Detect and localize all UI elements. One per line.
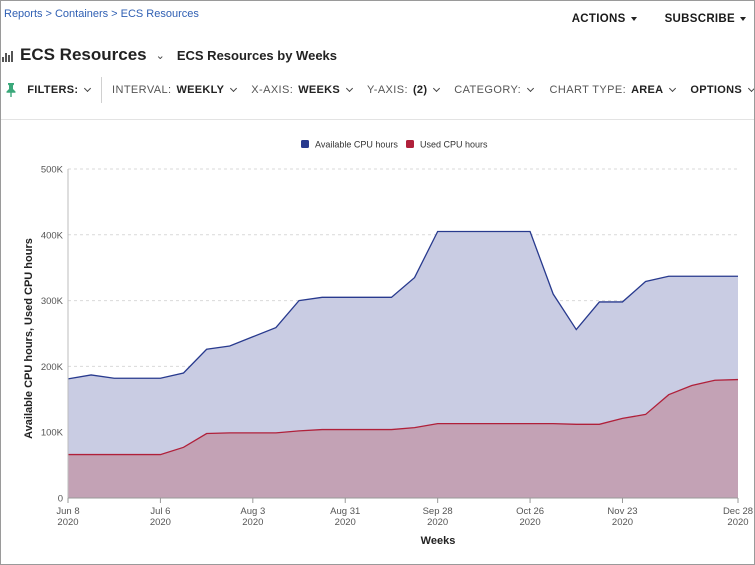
breadcrumb-separator: > (45, 8, 52, 20)
category-dropdown[interactable]: CATEGORY: (454, 84, 535, 96)
actions-label: ACTIONS (571, 13, 626, 25)
breadcrumb-ecs-resources[interactable]: ECS Resources (120, 8, 199, 20)
x-tick-label-year: 2020 (519, 517, 540, 528)
y-tick-label: 200K (41, 362, 64, 373)
chevron-down-icon (527, 84, 535, 93)
series-area-1 (68, 379, 738, 498)
x-tick-label-year: 2020 (57, 517, 78, 528)
x-axis-title: Weeks (421, 535, 456, 547)
legend-swatch-1 (406, 140, 414, 148)
chevron-down-icon (230, 84, 238, 93)
y-axis-label: Y-AXIS: (367, 84, 408, 96)
filter-bar: FILTERS: INTERVAL: WEEKLY X-AXIS: WEEKS … (1, 75, 754, 105)
x-tick-label: Oct 26 (516, 506, 544, 517)
chart-type-value: AREA (631, 84, 664, 96)
breadcrumb-reports[interactable]: Reports (4, 8, 43, 20)
legend-label-0: Available CPU hours (315, 140, 398, 150)
x-tick-label: Nov 23 (607, 506, 637, 517)
divider (100, 77, 102, 103)
x-tick-label-year: 2020 (150, 517, 171, 528)
y-tick-label: 100K (41, 428, 64, 439)
interval-dropdown[interactable]: INTERVAL: WEEKLY (112, 84, 238, 96)
interval-label: INTERVAL: (112, 84, 172, 96)
y-tick-label: 0 (58, 494, 63, 505)
y-axis-dropdown[interactable]: Y-AXIS: (2) (367, 84, 441, 96)
y-axis-title: Available CPU hours, Used CPU hours (23, 238, 35, 439)
chart-type-label: CHART TYPE: (549, 84, 627, 96)
x-tick-label-year: 2020 (427, 517, 448, 528)
x-tick-label-year: 2020 (727, 517, 748, 528)
x-tick-label: Jun 8 (56, 506, 79, 517)
top-actions: ACTIONS SUBSCRIBE (572, 13, 746, 25)
legend-label-1: Used CPU hours (420, 140, 488, 150)
breadcrumb-containers[interactable]: Containers (54, 8, 109, 20)
x-tick-label-year: 2020 (612, 517, 633, 528)
y-tick-label: 500K (41, 165, 64, 176)
section-divider (1, 119, 754, 120)
options-dropdown[interactable]: OPTIONS (690, 84, 754, 96)
chevron-down-icon[interactable]: ⌄ (155, 49, 165, 62)
x-axis-label: X-AXIS: (251, 84, 294, 96)
chevron-down-icon (747, 84, 754, 93)
y-axis-value: (2) (412, 84, 428, 96)
legend-swatch-0 (301, 140, 309, 148)
series-line-1 (68, 378, 739, 456)
page-subtitle: ECS Resources by Weeks (176, 47, 338, 63)
interval-value: WEEKLY (176, 84, 225, 96)
chevron-down-icon (669, 84, 677, 93)
bar-chart-icon (2, 48, 16, 62)
x-tick-label: Aug 3 (240, 506, 265, 517)
subscribe-menu-button[interactable]: SUBSCRIBE (665, 13, 746, 25)
x-tick-label: Aug 31 (330, 506, 360, 517)
x-tick-label: Sep 28 (423, 506, 453, 517)
options-label: OPTIONS (690, 84, 743, 96)
caret-down-icon (740, 17, 746, 21)
x-axis-value: WEEKS (298, 84, 341, 96)
chevron-down-icon (433, 84, 441, 93)
pin-icon[interactable] (5, 83, 17, 97)
chevron-down-icon (84, 84, 92, 93)
x-tick-label: Jul 6 (150, 506, 170, 517)
breadcrumb: Reports > Containers > ECS Resources (4, 8, 199, 20)
x-axis-dropdown[interactable]: X-AXIS: WEEKS (251, 84, 354, 96)
x-tick-label-year: 2020 (242, 517, 263, 528)
y-tick-label: 300K (41, 296, 64, 307)
subscribe-label: SUBSCRIBE (664, 13, 735, 25)
title-row: ECS Resources ⌄ ECS Resources by Weeks (1, 45, 337, 65)
caret-down-icon (630, 17, 637, 21)
x-tick-label: Dec 28 (723, 506, 753, 517)
chart-type-dropdown[interactable]: CHART TYPE: AREA (549, 84, 677, 96)
category-label: CATEGORY: (454, 84, 522, 96)
filters-dropdown[interactable]: FILTERS: (27, 84, 92, 96)
breadcrumb-separator: > (111, 8, 118, 20)
series-line-0 (67, 230, 738, 380)
filters-label: FILTERS: (27, 84, 79, 96)
x-tick-label-year: 2020 (335, 517, 356, 528)
chevron-down-icon (346, 84, 354, 93)
y-tick-label: 400K (41, 230, 64, 241)
page-title[interactable]: ECS Resources (20, 45, 147, 64)
actions-menu-button[interactable]: ACTIONS (572, 13, 637, 25)
